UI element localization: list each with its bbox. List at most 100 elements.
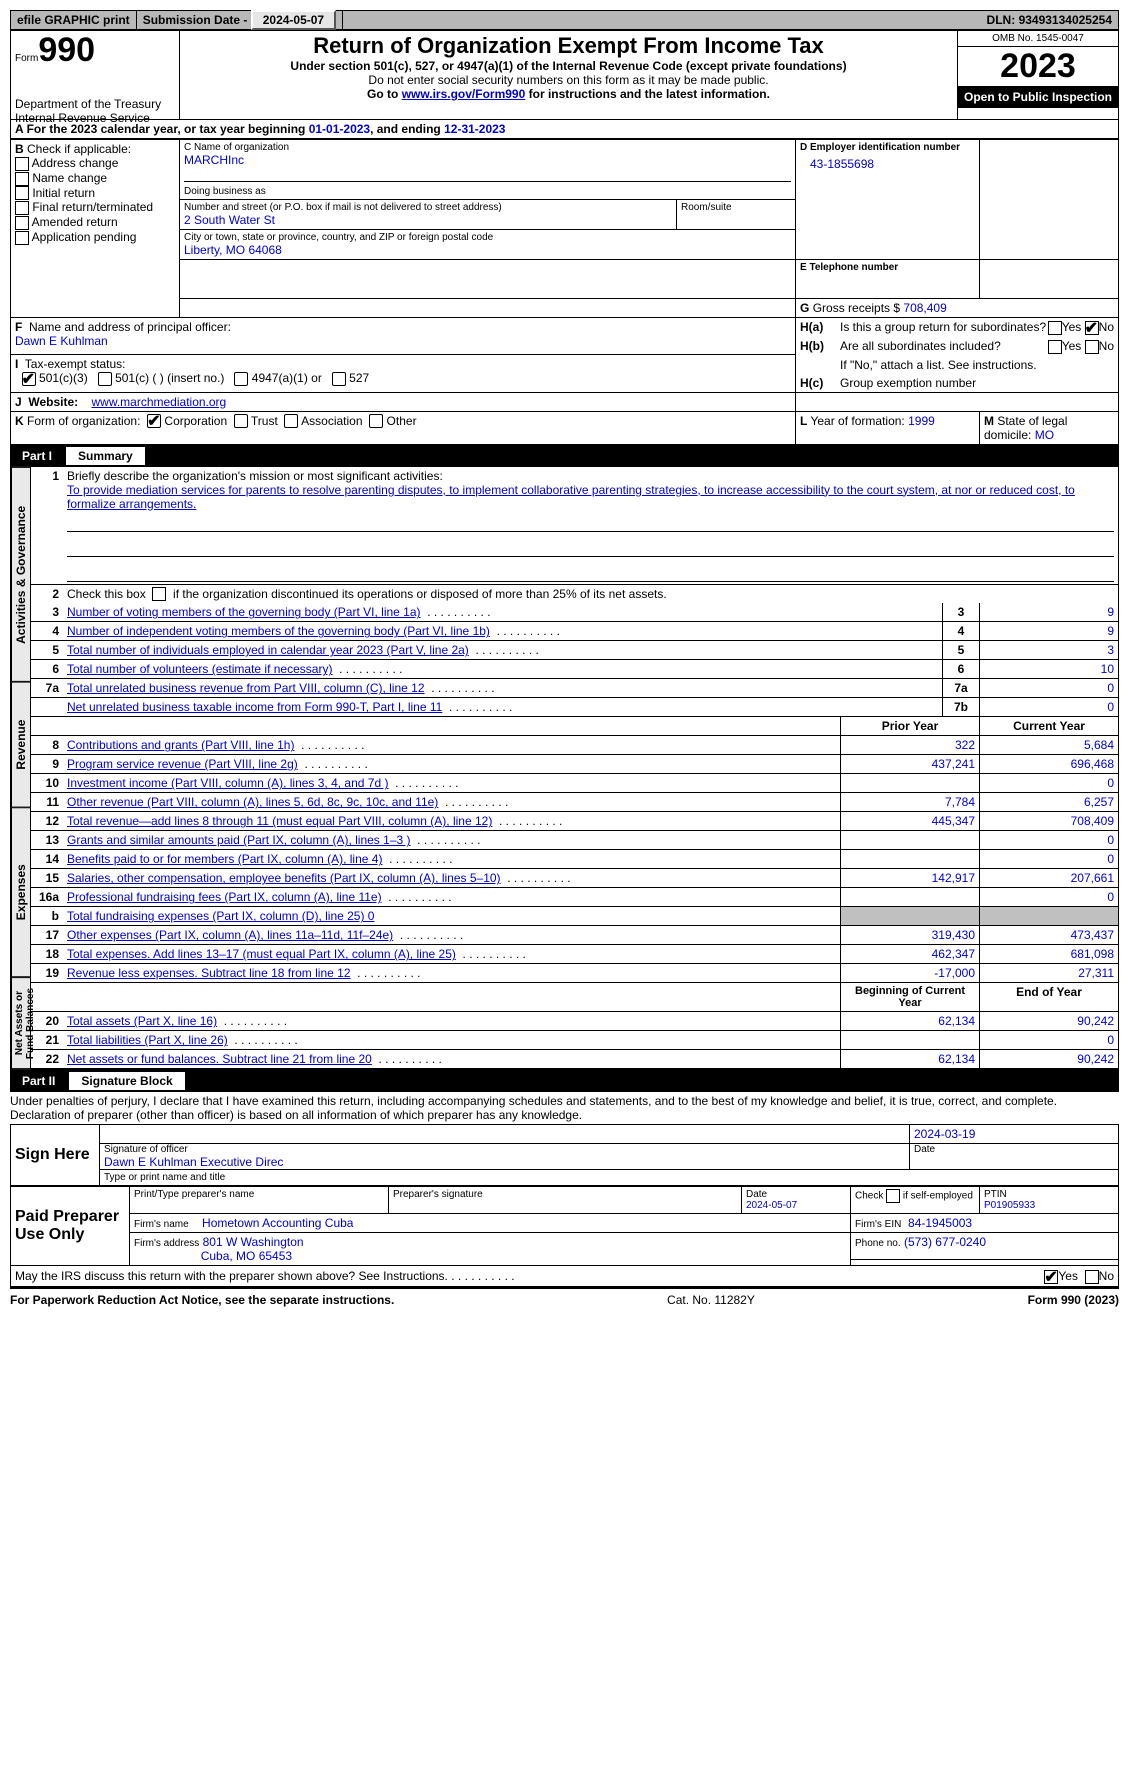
ein: 43-1855698 bbox=[800, 153, 975, 171]
tab-netassets: Net Assets or Fund Balances bbox=[11, 977, 31, 1069]
officer-signed: Dawn E Kuhlman Executive Direc bbox=[104, 1155, 905, 1169]
omb: OMB No. 1545-0047 bbox=[958, 31, 1118, 47]
line-row: 9Program service revenue (Part VIII, lin… bbox=[31, 755, 1118, 774]
part-ii-header: Part II Signature Block bbox=[10, 1070, 1119, 1092]
line-row: 19Revenue less expenses. Subtract line 1… bbox=[31, 964, 1118, 983]
subtitle: Under section 501(c), 527, or 4947(a)(1)… bbox=[184, 59, 953, 73]
chk-ha-yes[interactable] bbox=[1048, 321, 1062, 335]
firm-phone: Phone no. (573) 677-0240 bbox=[851, 1233, 1119, 1259]
line-row: 10Investment income (Part VIII, column (… bbox=[31, 774, 1118, 793]
sign-here: Sign Here bbox=[11, 1125, 100, 1186]
preparer-table: Paid Preparer Use Only Print/Type prepar… bbox=[10, 1186, 1119, 1266]
chk-trust[interactable] bbox=[234, 414, 248, 428]
submission-date: Submission Date - 2024-05-07 bbox=[137, 11, 343, 29]
firm-addr: Firm's address 801 W Washington Cuba, MO… bbox=[130, 1233, 851, 1266]
irs-link[interactable]: www.irs.gov/Form990 bbox=[402, 87, 526, 101]
d-label: D Employer identification number bbox=[800, 142, 975, 153]
chk-initial[interactable] bbox=[15, 186, 29, 200]
chk-501c3[interactable] bbox=[22, 372, 36, 386]
line-row: 18Total expenses. Add lines 13–17 (must … bbox=[31, 945, 1118, 964]
line-row: Net unrelated business taxable income fr… bbox=[31, 698, 1118, 717]
b-label: B bbox=[15, 142, 24, 156]
line-row: 21Total liabilities (Part X, line 26) 0 bbox=[31, 1031, 1118, 1050]
dln: DLN: 93493134025254 bbox=[981, 11, 1118, 29]
line-row: 13Grants and similar amounts paid (Part … bbox=[31, 831, 1118, 850]
chk-amended[interactable] bbox=[15, 216, 29, 230]
header-table: Form990 Department of the Treasury Inter… bbox=[10, 30, 1119, 120]
chk-501c[interactable] bbox=[98, 372, 112, 386]
sign-here-table: Sign Here 2024-03-19 Signature of office… bbox=[10, 1124, 1119, 1186]
self-employed: Check if self-employed bbox=[851, 1187, 980, 1214]
line-row: 4Number of independent voting members of… bbox=[31, 622, 1118, 641]
prep-name-label: Print/Type preparer's name bbox=[130, 1187, 389, 1214]
date-label: Date bbox=[910, 1144, 1118, 1169]
page-footer: For Paperwork Reduction Act Notice, see … bbox=[10, 1287, 1119, 1307]
g-receipts: G Gross receipts $ 708,409 bbox=[796, 299, 1119, 318]
k-label: K bbox=[15, 414, 24, 428]
l-formation: L Year of formation: 1999 bbox=[796, 411, 980, 444]
top-bar: efile GRAPHIC print Submission Date - 20… bbox=[10, 10, 1119, 30]
prep-sig-label: Preparer's signature bbox=[389, 1187, 742, 1214]
chk-name-change[interactable] bbox=[15, 172, 29, 186]
website-link[interactable]: www.marchmediation.org bbox=[92, 395, 227, 409]
line-row: 1Briefly describe the organization's mis… bbox=[31, 467, 1118, 585]
line-row: 5Total number of individuals employed in… bbox=[31, 641, 1118, 660]
ssn-note: Do not enter social security numbers on … bbox=[184, 73, 953, 87]
hb-label: H(b) bbox=[800, 339, 840, 354]
officer-name: Dawn E Kuhlman bbox=[15, 334, 108, 348]
f-label: F bbox=[15, 320, 22, 334]
line-row: 15Salaries, other compensation, employee… bbox=[31, 869, 1118, 888]
chk-final[interactable] bbox=[15, 201, 29, 215]
org-name: MARCHInc bbox=[184, 153, 791, 167]
firm-name: Firm's name Hometown Accounting Cuba bbox=[130, 1214, 851, 1233]
line-row: 2Check this box if the organization disc… bbox=[31, 585, 1118, 604]
line-row: 3Number of voting members of the governi… bbox=[31, 603, 1118, 622]
line-row: 8Contributions and grants (Part VIII, li… bbox=[31, 736, 1118, 755]
firm-ein: Firm's EIN 84-1945003 bbox=[851, 1214, 1119, 1233]
chk-527[interactable] bbox=[332, 372, 346, 386]
discuss-row: May the IRS discuss this return with the… bbox=[10, 1266, 1119, 1287]
perjury-declaration: Under penalties of perjury, I declare th… bbox=[10, 1092, 1119, 1124]
hb-hint: If "No," attach a list. See instructions… bbox=[796, 356, 1118, 374]
date-button[interactable]: 2024-05-07 bbox=[251, 10, 336, 30]
city-label: City or town, state or province, country… bbox=[184, 232, 791, 243]
entity-table: B Check if applicable: Address change Na… bbox=[10, 139, 1119, 445]
prep-date: Date2024-05-07 bbox=[742, 1187, 851, 1214]
form-prefix: Form bbox=[15, 53, 38, 64]
summary-container: Activities & Governance Revenue Expenses… bbox=[10, 467, 1119, 1071]
chk-ha-no[interactable] bbox=[1085, 321, 1099, 335]
i-label: I bbox=[15, 357, 18, 371]
chk-other[interactable] bbox=[369, 414, 383, 428]
line-row: 11Other revenue (Part VIII, column (A), … bbox=[31, 793, 1118, 812]
chk-hb-yes[interactable] bbox=[1048, 340, 1062, 354]
chk-assoc[interactable] bbox=[284, 414, 298, 428]
pra-notice: For Paperwork Reduction Act Notice, see … bbox=[10, 1293, 394, 1307]
sign-date: 2024-03-19 bbox=[910, 1125, 1118, 1143]
dba-label: Doing business as bbox=[184, 186, 791, 197]
street-label: Number and street (or P.O. box if mail i… bbox=[184, 202, 672, 213]
open-inspection: Open to Public Inspection bbox=[958, 86, 1118, 108]
line-row: 17Other expenses (Part IX, column (A), l… bbox=[31, 926, 1118, 945]
city: Liberty, MO 64068 bbox=[184, 243, 791, 257]
line-row: 6Total number of volunteers (estimate if… bbox=[31, 660, 1118, 679]
line-row: 22Net assets or fund balances. Subtract … bbox=[31, 1050, 1118, 1069]
chk-discuss-no[interactable] bbox=[1085, 1270, 1099, 1284]
line-row: 20Total assets (Part X, line 16) 62,1349… bbox=[31, 1012, 1118, 1031]
j-label: J bbox=[15, 395, 22, 409]
form-number: 990 bbox=[38, 31, 95, 69]
chk-address-change[interactable] bbox=[15, 157, 29, 171]
treasury-dept: Department of the Treasury bbox=[15, 97, 175, 111]
chk-corp[interactable] bbox=[147, 414, 161, 428]
line-row: 7aTotal unrelated business revenue from … bbox=[31, 679, 1118, 698]
chk-hb-no[interactable] bbox=[1085, 340, 1099, 354]
chk-discuss-yes[interactable] bbox=[1044, 1270, 1058, 1284]
line-row: 14Benefits paid to or for members (Part … bbox=[31, 850, 1118, 869]
e-phone-label: E Telephone number bbox=[796, 260, 980, 299]
hc-label: H(c) bbox=[800, 376, 840, 390]
chk-pending[interactable] bbox=[15, 231, 29, 245]
sig-officer-label: Signature of officer bbox=[104, 1144, 905, 1155]
chk-4947[interactable] bbox=[234, 372, 248, 386]
goto-line: Go to www.irs.gov/Form990 for instructio… bbox=[184, 87, 953, 101]
chk-self-emp[interactable] bbox=[886, 1189, 900, 1203]
line-row: Beginning of Current YearEnd of Year bbox=[31, 983, 1118, 1012]
